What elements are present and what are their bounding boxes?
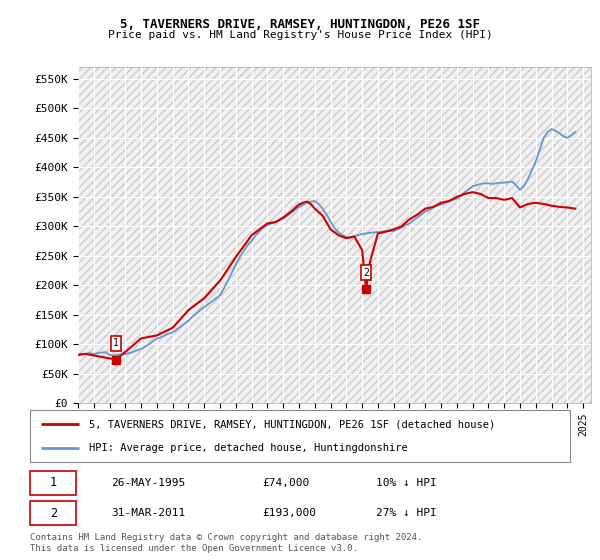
- Text: 26-MAY-1995: 26-MAY-1995: [111, 478, 185, 488]
- Text: 2: 2: [50, 507, 57, 520]
- Text: Price paid vs. HM Land Registry's House Price Index (HPI): Price paid vs. HM Land Registry's House …: [107, 30, 493, 40]
- Text: HPI: Average price, detached house, Huntingdonshire: HPI: Average price, detached house, Hunt…: [89, 443, 408, 453]
- Text: 2: 2: [363, 268, 369, 278]
- FancyBboxPatch shape: [30, 470, 76, 495]
- Text: 5, TAVERNERS DRIVE, RAMSEY, HUNTINGDON, PE26 1SF (detached house): 5, TAVERNERS DRIVE, RAMSEY, HUNTINGDON, …: [89, 419, 496, 430]
- Text: Contains HM Land Registry data © Crown copyright and database right 2024.
This d: Contains HM Land Registry data © Crown c…: [30, 533, 422, 553]
- FancyBboxPatch shape: [30, 501, 76, 525]
- Text: 1: 1: [50, 477, 57, 489]
- Text: 1: 1: [113, 338, 119, 348]
- Text: 31-MAR-2011: 31-MAR-2011: [111, 508, 185, 518]
- Text: 5, TAVERNERS DRIVE, RAMSEY, HUNTINGDON, PE26 1SF: 5, TAVERNERS DRIVE, RAMSEY, HUNTINGDON, …: [120, 18, 480, 31]
- Text: 27% ↓ HPI: 27% ↓ HPI: [376, 508, 436, 518]
- Text: £193,000: £193,000: [262, 508, 316, 518]
- Text: 10% ↓ HPI: 10% ↓ HPI: [376, 478, 436, 488]
- Text: £74,000: £74,000: [262, 478, 310, 488]
